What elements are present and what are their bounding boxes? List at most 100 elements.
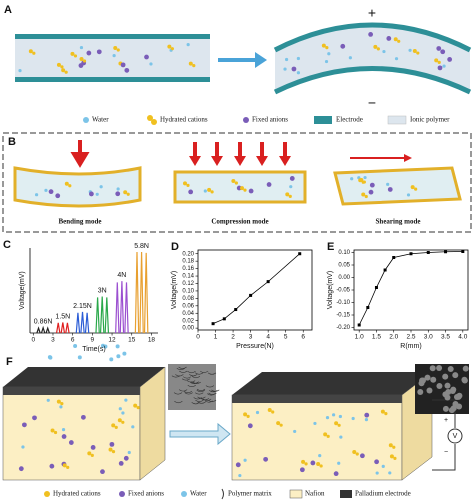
spike — [65, 322, 70, 334]
cation — [393, 456, 397, 460]
minus-sign: − — [444, 449, 448, 456]
anion — [89, 191, 94, 197]
grain — [173, 392, 183, 395]
anion — [310, 460, 316, 466]
legend-text: Hydrated cations — [53, 490, 101, 498]
anion — [248, 188, 254, 194]
anion — [340, 43, 346, 49]
water — [318, 454, 322, 458]
water — [18, 69, 22, 73]
anion — [18, 466, 24, 472]
cation — [167, 44, 172, 49]
cation — [79, 56, 84, 61]
water — [338, 414, 342, 419]
cation — [243, 188, 247, 192]
anion — [109, 441, 115, 447]
water — [324, 59, 329, 64]
y-tick-label: 0.05 — [338, 263, 350, 269]
cation — [276, 421, 281, 426]
nafion — [2, 386, 141, 481]
cation — [68, 184, 72, 188]
water — [442, 64, 446, 68]
x-tick-label: 2.0 — [389, 334, 398, 341]
cation — [352, 449, 357, 454]
grain — [194, 372, 204, 375]
water — [99, 185, 103, 189]
x-tick-label: 3.5 — [441, 334, 450, 341]
cation — [32, 51, 36, 55]
panel-label: C — [3, 239, 11, 251]
water — [325, 416, 330, 420]
anion — [90, 445, 96, 450]
grain — [442, 391, 449, 398]
marker — [383, 268, 387, 272]
y-tick-label: 0.18 — [182, 259, 194, 265]
cation — [28, 49, 33, 54]
water-icon — [83, 117, 89, 123]
grain — [452, 372, 459, 379]
plot-frame — [197, 249, 313, 331]
anion — [55, 193, 61, 199]
spike — [143, 252, 149, 334]
spike — [60, 322, 66, 334]
cation — [116, 48, 120, 52]
electrode — [232, 395, 402, 403]
cation — [62, 463, 67, 468]
x-tick-label: 1.0 — [355, 334, 364, 341]
cation-icon — [151, 119, 157, 125]
anion — [359, 453, 365, 459]
cation — [319, 464, 323, 468]
cation — [182, 181, 187, 186]
anion — [266, 182, 272, 187]
water — [34, 193, 39, 197]
water — [283, 67, 287, 71]
series-label: 5.8N — [134, 243, 149, 250]
anion — [291, 66, 297, 72]
water — [313, 421, 317, 426]
cation — [60, 402, 64, 406]
water — [289, 185, 293, 189]
plus-sign: + — [444, 417, 448, 424]
force-arrow — [189, 156, 201, 166]
y-tick-label: 0.08 — [182, 296, 194, 302]
y-tick-label: -0.15 — [336, 313, 350, 319]
cation — [231, 178, 236, 183]
marker — [357, 323, 361, 327]
x-tick-label: 1 — [214, 334, 218, 341]
cation — [267, 408, 272, 413]
cation — [111, 423, 116, 428]
series-label: 4N — [117, 272, 126, 279]
legend-text: Water — [190, 490, 207, 498]
y-axis-label: Voltage(mV) — [327, 271, 334, 310]
cation — [121, 420, 125, 424]
x-tick-label: 5 — [284, 334, 288, 341]
legend-text: Fixed anions — [252, 116, 288, 124]
cation — [373, 44, 378, 49]
spike — [75, 312, 81, 334]
water — [127, 450, 131, 455]
grain — [444, 382, 451, 389]
ionic-polymer — [275, 25, 470, 92]
voltmeter-label: V — [453, 433, 458, 440]
cation-icon — [44, 491, 50, 497]
cation — [321, 43, 326, 48]
water — [186, 43, 190, 47]
anion — [48, 189, 54, 195]
cation — [73, 54, 78, 58]
x-tick-label: 12 — [108, 337, 116, 344]
grain — [209, 390, 218, 393]
marker — [444, 250, 448, 254]
legend: Water Hydrated cations Fixed anions Elec… — [83, 115, 450, 125]
cation — [90, 453, 94, 457]
x-tick-label: 2 — [231, 334, 235, 341]
water — [296, 56, 300, 61]
water — [364, 418, 369, 422]
cation — [60, 65, 64, 69]
spike — [115, 282, 120, 334]
grain — [202, 398, 212, 401]
x-tick-label: 3 — [51, 337, 55, 344]
x-tick-label: 3 — [249, 334, 253, 341]
force-arrow — [404, 154, 412, 162]
anion — [447, 57, 453, 62]
grain — [196, 388, 206, 391]
